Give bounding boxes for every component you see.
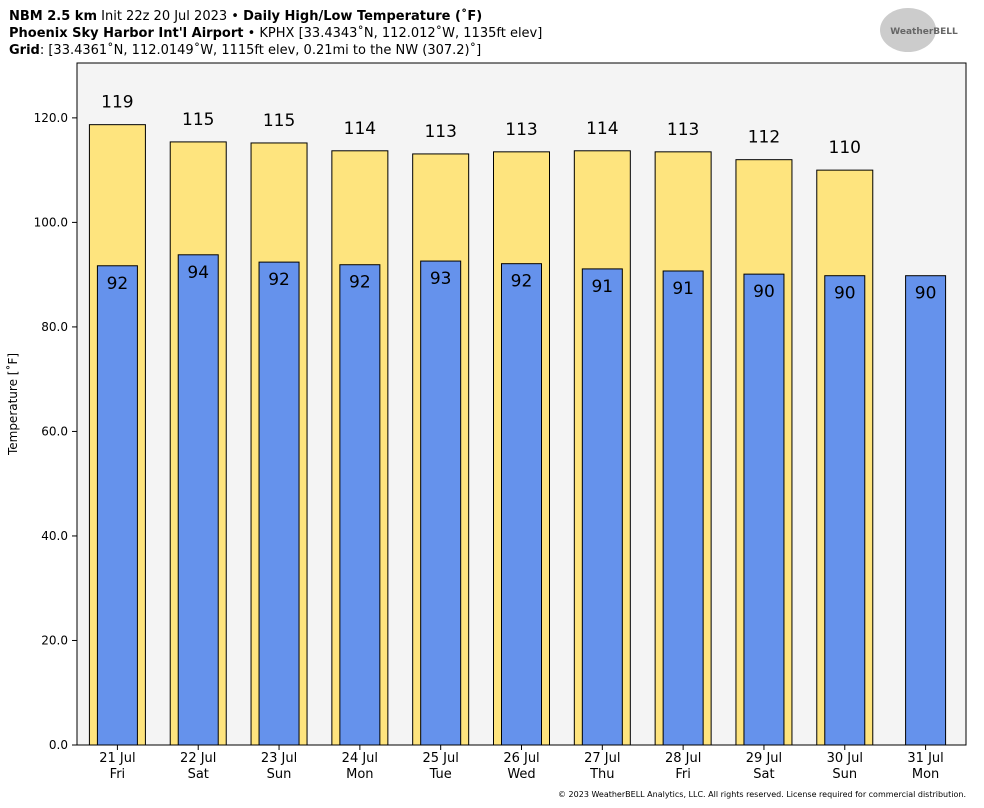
data-label: 90 [753,282,775,302]
x-tick-label: Sun [832,767,857,782]
product: Daily High/Low Temperature (˚F) [243,8,482,24]
x-tick-label: 22 Jul [180,751,216,766]
x-tick-label: 28 Jul [665,751,701,766]
grid-info: : [33.4361˚N, 112.0149˚W, 1115ft elev, 0… [40,42,481,58]
x-tick-label: Wed [507,767,535,782]
data-label: 113 [667,120,699,140]
data-label: 91 [672,279,694,299]
bar [824,275,866,746]
data-label: 115 [182,110,214,130]
x-tick-label: Thu [589,767,614,782]
bar [258,261,300,746]
y-tick-label: 100.0 [34,215,68,229]
bar [743,273,785,746]
data-label: 112 [748,128,780,148]
data-label: 93 [430,269,452,289]
logo-mark [880,8,936,52]
y-tick-label: 60.0 [41,424,68,438]
x-tick-label: 27 Jul [584,751,620,766]
station-info: • KPHX [33.4343˚N, 112.012˚W, 1135ft ele… [248,25,543,41]
x-tick-label: Mon [912,767,939,782]
data-label: 115 [263,111,295,131]
bar [662,270,704,746]
bar [420,260,462,746]
x-tick-label: Sun [267,767,292,782]
y-tick-label: 80.0 [41,320,68,334]
x-tick-label: 26 Jul [503,751,539,766]
data-label: 92 [107,274,129,294]
station: Phoenix Sky Harbor Int'l Airport [9,26,243,41]
x-tick-label: Sat [753,767,774,782]
model: NBM 2.5 km [9,9,97,24]
bar [905,275,947,746]
data-label: 92 [268,270,290,290]
x-tick-label: 24 Jul [342,751,378,766]
init: Init 22z 20 Jul 2023 • [101,9,239,24]
data-label: 113 [424,122,456,142]
data-label: 91 [591,277,613,297]
x-tick-label: Mon [346,767,373,782]
x-tick-label: Sat [188,767,209,782]
x-tick-label: Fri [110,767,126,782]
x-tick-label: 25 Jul [423,751,459,766]
bar [501,263,542,746]
data-label: 92 [511,272,533,292]
x-tick-label: 21 Jul [99,751,135,766]
bar [581,268,623,746]
grid-label: Grid [9,43,40,58]
footer: © 2023 WeatherBELL Analytics, LLC. All r… [558,790,966,799]
data-label: 94 [187,263,209,283]
x-tick-label: Fri [675,767,691,782]
y-axis-label: Temperature [˚F] [5,353,20,456]
y-tick-label: 20.0 [41,633,68,647]
data-label: 113 [505,120,537,140]
header-line: NBM 2.5 km Init 22z 20 Jul 2023 • Daily … [9,8,482,24]
x-tick-label: Tue [429,767,452,782]
y-tick-label: 0.0 [49,738,68,752]
x-tick-label: 31 Jul [907,751,943,766]
header-line: Grid: [33.4361˚N, 112.0149˚W, 1115ft ele… [9,42,481,58]
data-label: 92 [349,273,371,293]
y-tick-label: 40.0 [41,529,68,543]
bar [96,265,138,746]
header-line: Phoenix Sky Harbor Int'l Airport • KPHX … [9,25,542,41]
data-label: 90 [915,284,937,304]
x-tick-label: 29 Jul [746,751,782,766]
data-label: 114 [586,119,618,139]
data-label: 114 [344,119,376,139]
data-label: 90 [834,284,856,304]
data-label: 110 [829,138,861,158]
bar [177,254,219,746]
logo: WeatherBELL [890,27,958,37]
x-tick-label: 30 Jul [827,751,863,766]
data-label: 119 [101,93,133,113]
x-tick-label: 23 Jul [261,751,297,766]
y-tick-label: 120.0 [34,111,68,125]
bar [339,264,381,746]
